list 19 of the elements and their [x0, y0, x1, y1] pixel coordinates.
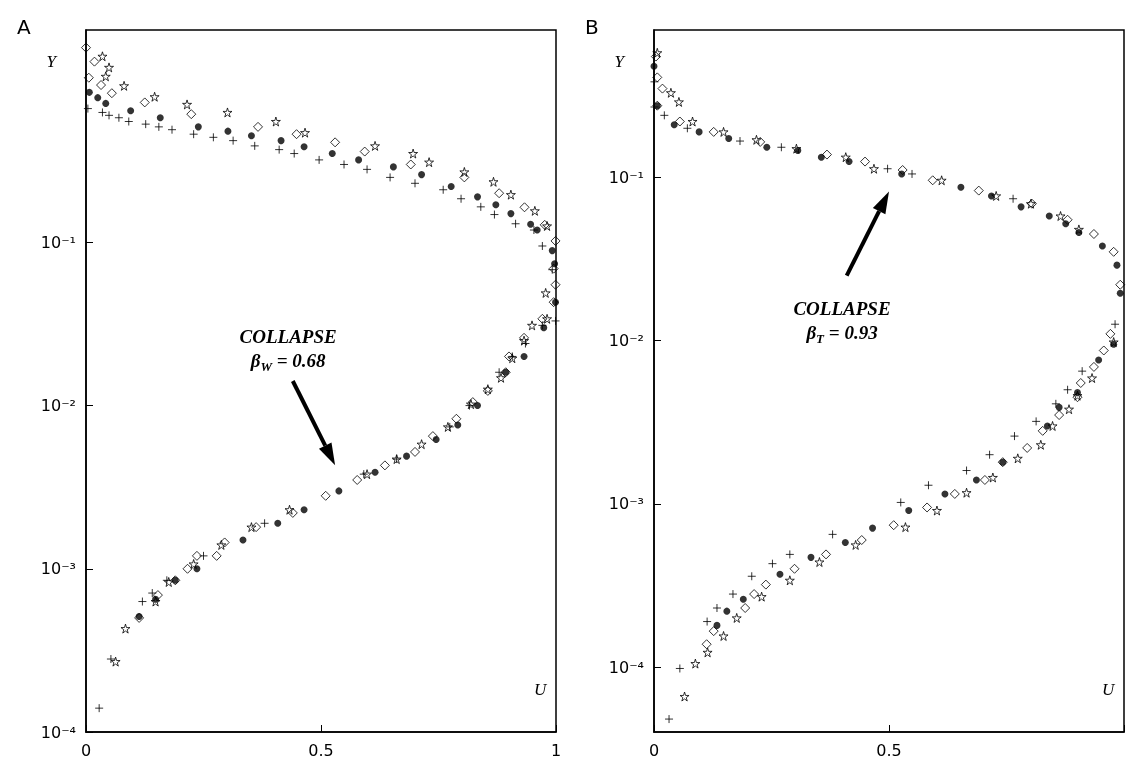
x-axis-title: U — [534, 680, 548, 699]
x-axis-title: U — [1102, 680, 1116, 699]
x-tick-label: 1 — [550, 740, 562, 760]
chart-title: B — [585, 15, 599, 39]
y-tick-label: 10⁻¹ — [608, 167, 644, 187]
y-axis-title: Y — [46, 52, 58, 71]
x-tick-label: 0 — [648, 740, 660, 760]
x-tick-label: 0.5 — [308, 740, 334, 760]
chart-title: A — [17, 15, 31, 39]
x-tick-label: 0.5 — [876, 740, 902, 760]
y-tick-label: 10⁻² — [608, 331, 644, 351]
y-tick-label: 10⁻³ — [40, 559, 76, 579]
y-tick-label: 10⁻⁴ — [608, 657, 644, 677]
y-axis-title: Y — [614, 52, 626, 71]
y-tick-label: 10⁻⁴ — [40, 722, 76, 742]
y-tick-label: 10⁻² — [40, 396, 76, 416]
y-tick-label: 10⁻³ — [608, 494, 644, 514]
y-tick-label: 10⁻¹ — [40, 232, 76, 252]
x-tick-label: 0 — [80, 740, 92, 760]
